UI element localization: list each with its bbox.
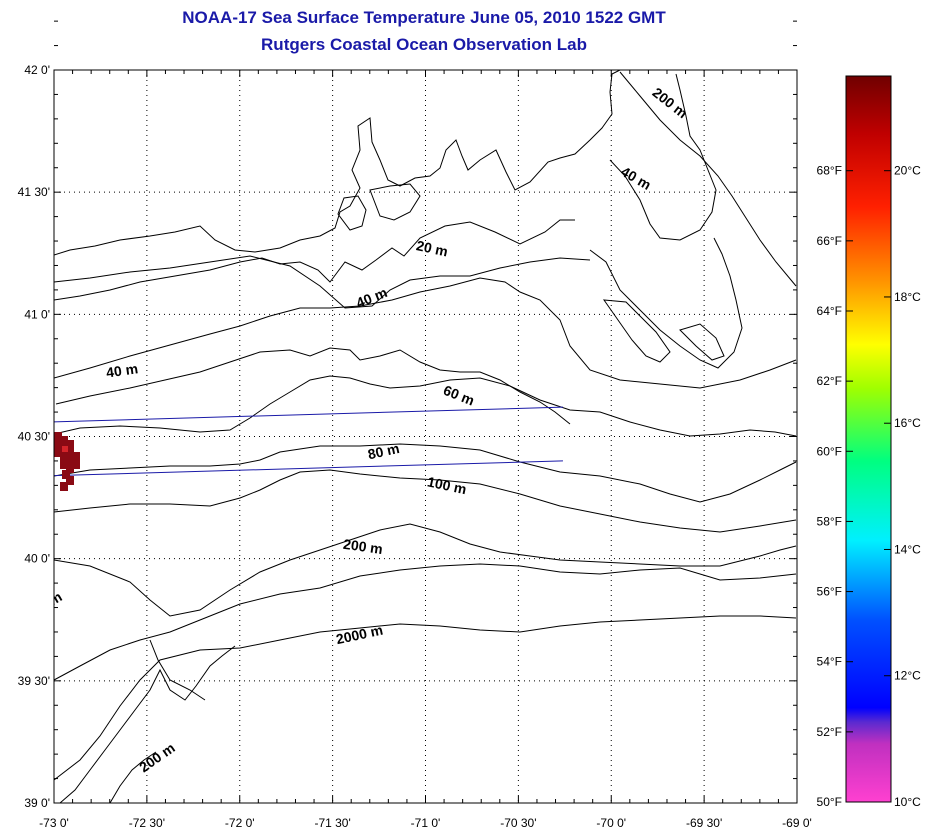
- isobath-label: 200 m: [649, 84, 690, 121]
- isobath-label: m: [46, 588, 65, 608]
- lat-tick-label: 39 0': [24, 796, 50, 810]
- sst-pixel: [54, 440, 62, 449]
- narragansett: [369, 183, 421, 221]
- isobath-label: 100 m: [426, 473, 468, 497]
- sst-pixel: [66, 464, 74, 473]
- colorbar-label-celsius: 14°C: [894, 542, 921, 556]
- colorbar-label-fahrenheit: 68°F: [817, 164, 842, 178]
- cape-cod: [609, 73, 717, 241]
- long-island-shore: [54, 219, 575, 301]
- shoal-2: [679, 323, 725, 361]
- isobath-deep-1: [54, 563, 797, 681]
- lat-tick-label: 40 0': [24, 552, 50, 566]
- sst-pixel: [60, 460, 68, 469]
- colorbar-label-celsius: 20°C: [894, 164, 921, 178]
- lon-tick-label: -73 0': [39, 816, 69, 830]
- isobath-label: 60 m: [441, 382, 477, 409]
- colorbar-label-celsius: 16°C: [894, 416, 921, 430]
- sst-pixel: [54, 448, 62, 457]
- bathymetry-contours: [54, 70, 797, 803]
- isobath-label: 200 m: [136, 739, 178, 775]
- colorbar-label-celsius: 10°C: [894, 795, 921, 809]
- lon-tick-label: -70 0': [596, 816, 626, 830]
- isobath-label: 40 m: [105, 360, 139, 380]
- isobath-100m: [54, 469, 797, 533]
- isobath-label: 40 m: [618, 163, 654, 193]
- sst-pixel: [66, 448, 74, 457]
- colorbar-label-fahrenheit: 50°F: [817, 795, 842, 809]
- colorbar-label-fahrenheit: 62°F: [817, 374, 842, 388]
- satellite-swath: [54, 406, 563, 477]
- shoal-1: [602, 299, 671, 363]
- sst-pixel: [72, 452, 80, 461]
- colorbar-label-fahrenheit: 56°F: [817, 585, 842, 599]
- canyon-2: [109, 751, 157, 803]
- lon-tick-label: -69 0': [782, 816, 812, 830]
- isobath-label: 80 m: [366, 440, 401, 462]
- isobath-2000m: [54, 615, 797, 781]
- swath-edge-line: [54, 460, 563, 477]
- isobath-40m-upper: [619, 71, 797, 287]
- colorbar-label-fahrenheit: 58°F: [817, 514, 842, 528]
- lon-tick-label: -71 0': [411, 816, 441, 830]
- isobath-label: 200 m: [342, 536, 384, 557]
- sst-pixel: [62, 446, 68, 452]
- lon-tick-label: -72 30': [129, 816, 165, 830]
- isobath-20m: [54, 255, 591, 309]
- colorbar-ramp: [845, 75, 892, 803]
- colorbar-label-fahrenheit: 54°F: [817, 655, 842, 669]
- map-title: NOAA-17 Sea Surface Temperature June 05,…: [182, 8, 666, 27]
- sst-pixel: [60, 452, 68, 461]
- isobath-label: 2000 m: [335, 622, 385, 648]
- lon-tick-label: -71 30': [314, 816, 350, 830]
- colorbar-label-celsius: 12°C: [894, 669, 921, 683]
- graticule: -73 0' -72 30' -72 0' -71 30' -71 0' -70 30' -…: [18, 20, 812, 830]
- sst-pixel: [66, 440, 74, 449]
- colorbar: 10°C 12°C 14°C 16°C 18°C 20°C 50°F 52°F 54°F 56°F…: [817, 75, 921, 809]
- coastline-north: [54, 70, 621, 256]
- isobath-labels: 200 m 40 m 20 m 40 m 40 m 60 m 80 m 100 m 200 m 2…: [46, 84, 691, 775]
- colorbar-label-celsius: 18°C: [894, 290, 921, 304]
- lat-tick-label: 39 30': [18, 674, 50, 688]
- colorbar-label-fahrenheit: 66°F: [817, 234, 842, 248]
- map-frame: [53, 69, 798, 804]
- colorbar-label-fahrenheit: 52°F: [817, 725, 842, 739]
- lon-tick-label: -72 0': [225, 816, 255, 830]
- map-subtitle: Rutgers Coastal Ocean Observation Lab: [261, 35, 587, 54]
- isobath-40m-inner: [54, 277, 797, 389]
- lat-tick-label: 41 30': [18, 185, 50, 199]
- isobath-label: 20 m: [415, 237, 450, 259]
- isobath-40m-mid: [55, 347, 571, 425]
- lat-tick-label: 40 30': [18, 430, 50, 444]
- lon-tick-label: -70 30': [500, 816, 536, 830]
- swath-edge-line: [54, 406, 563, 423]
- colorbar-label-fahrenheit: 60°F: [817, 444, 842, 458]
- isobath-80m: [54, 443, 797, 503]
- sst-pixel: [66, 476, 74, 485]
- lat-tick-label: 41 0': [24, 307, 50, 321]
- sst-pixel: [54, 432, 62, 441]
- colorbar-label-fahrenheit: 64°F: [817, 304, 842, 318]
- isobath-label: 40 m: [354, 284, 390, 311]
- isobath-200m: [54, 523, 797, 617]
- sst-patch: [54, 432, 80, 491]
- sst-pixel: [66, 456, 74, 465]
- sst-pixel: [72, 460, 80, 469]
- block-island: [337, 195, 367, 231]
- sst-pixel: [62, 470, 70, 479]
- lon-tick-label: -69 30': [686, 816, 722, 830]
- isobath-60m: [54, 375, 797, 437]
- lat-tick-label: 42 0': [24, 63, 50, 77]
- sst-pixel: [60, 436, 68, 445]
- sst-pixel: [60, 482, 68, 491]
- canyon-1: [149, 639, 206, 701]
- nantucket-shoals: [589, 237, 743, 369]
- isobath-200m-south: [59, 645, 236, 803]
